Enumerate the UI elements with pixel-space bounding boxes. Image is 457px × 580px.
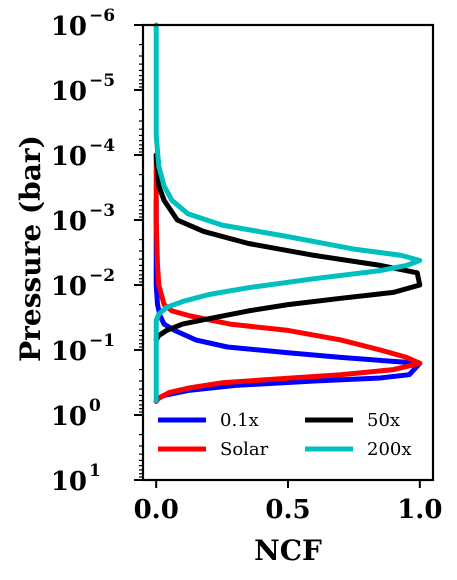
x-tick-label: 0.0 [134, 495, 179, 525]
x-tick-label: 1.0 [397, 495, 442, 525]
legend-label: 200x [367, 439, 412, 460]
y-tick-label: 10 [51, 337, 87, 367]
y-tick-exponent: −3 [89, 201, 115, 221]
y-tick-label: 10 [51, 402, 87, 432]
legend: 0.1x Solar 50x 200x [158, 410, 412, 460]
y-tick-label: 10 [51, 272, 87, 302]
y-tick-label: 10 [51, 142, 87, 172]
series-line-3 [153, 152, 423, 343]
x-axis-label: NCF [254, 534, 322, 567]
y-tick-exponent: −1 [89, 331, 115, 351]
legend-label: Solar [220, 439, 269, 460]
y-tick-label: 10 [51, 467, 87, 497]
series-line-2 [153, 152, 423, 404]
y-tick-exponent: −5 [89, 71, 115, 91]
y-tick-exponent: −6 [89, 6, 115, 26]
y-axis-label: Pressure (bar) [14, 135, 47, 362]
legend-label: 50x [367, 410, 400, 431]
y-tick-label: 10 [51, 77, 87, 107]
series-line-4 [153, 22, 423, 404]
y-tick-exponent: 0 [89, 396, 101, 416]
y-tick-exponent: −4 [89, 136, 115, 156]
y-tick-label: 10 [51, 207, 87, 237]
y-tick-label: 10 [51, 12, 87, 42]
series-line-1 [153, 197, 423, 404]
x-tick-label: 0.5 [265, 495, 310, 525]
y-tick-exponent: −2 [89, 266, 115, 286]
legend-label: 0.1x [220, 410, 259, 431]
y-tick-exponent: 1 [89, 461, 101, 481]
x-axis: 0.0 0.5 1.0 [134, 480, 442, 525]
series-layer [153, 22, 423, 404]
